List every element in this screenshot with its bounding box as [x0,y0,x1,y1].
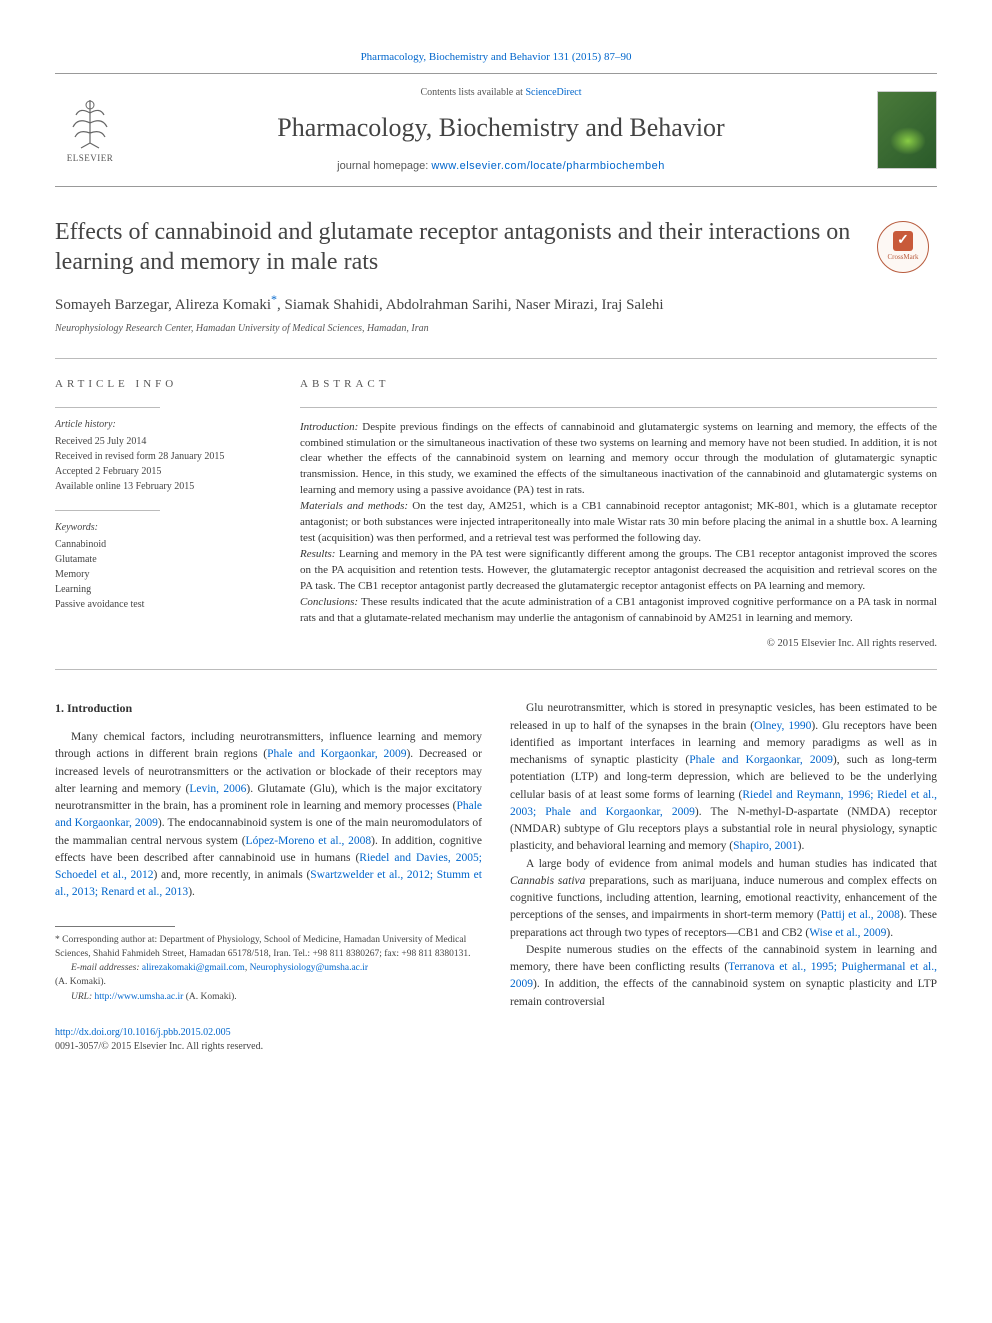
abstract-methods: Materials and methods: On the test day, … [300,499,937,547]
footnote-corresponding: * Corresponding author at: Department of… [55,933,482,962]
body-left-p1: Many chemical factors, including neurotr… [55,729,482,902]
smallcaps-d: D [785,806,793,818]
abstract-intro-label: Introduction: [300,421,358,433]
homepage-url[interactable]: www.elsevier.com/locate/pharmbiochembeh [431,160,665,172]
ref-link[interactable]: Olney, 1990 [754,720,811,732]
elsevier-logo: ELSEVIER [55,95,125,165]
footnote-email: E-mail addresses: alirezakomaki@gmail.co… [55,961,482,975]
authors-line: Somayeh Barzegar, Alireza Komaki*, Siama… [55,291,937,316]
body-text-span: ) and, more recently, in animals ( [154,869,311,881]
section-heading-intro: 1. Introduction [55,700,482,717]
email-link-1[interactable]: alirezakomaki@gmail.com [142,963,245,973]
body-right-p3: Despite numerous studies on the effects … [510,942,937,1011]
footer-doi: http://dx.doi.org/10.1016/j.pbb.2015.02.… [55,1026,482,1040]
ref-link[interactable]: Shapiro, 2001 [733,840,798,852]
elsevier-label: ELSEVIER [67,152,114,165]
footnote-divider [55,926,175,927]
crossmark-label: CrossMark [887,253,918,263]
keyword-2: Memory [55,567,275,582]
header-citation: Pharmacology, Biochemistry and Behavior … [55,50,937,65]
url-link[interactable]: http://www.umsha.ac.ir [95,992,184,1002]
abstract-results-text: Learning and memory in the PA test were … [300,548,937,592]
body-right-p1: Glu neurotransmitter, which is stored in… [510,700,937,855]
crossmark-widget[interactable]: ✓ CrossMark [877,221,937,273]
journal-name: Pharmacology, Biochemistry and Behavior [125,110,877,146]
body-text-span: ). [798,840,805,852]
history-line-3: Available online 13 February 2015 [55,479,275,494]
abstract-intro-text: Despite previous findings on the effects… [300,421,937,497]
species-italic: Cannabis sativa [510,875,585,887]
url-suffix: (A. Komaki). [183,992,236,1002]
keywords-heading: Keywords: [55,521,275,535]
affiliation: Neurophysiology Research Center, Hamadan… [55,322,937,336]
abstract-conclusions-text: These results indicated that the acute a… [300,596,937,624]
footer-copyright: 0091-3057/© 2015 Elsevier Inc. All right… [55,1040,482,1054]
ref-link[interactable]: Pattij et al., 2008 [821,909,900,921]
email-link-2[interactable]: Neurophysiology@umsha.ac.ir [250,963,369,973]
author-names-2: , Siamak Shahidi, Abdolrahman Sarihi, Na… [277,297,664,313]
info-divider-2 [55,510,160,511]
body-right-p2: A large body of evidence from animal mod… [510,856,937,942]
history-heading: Article history: [55,418,275,432]
crossmark-icon: ✓ [893,231,913,251]
author-names-1: Somayeh Barzegar, Alireza Komaki [55,297,271,313]
sciencedirect-link[interactable]: ScienceDirect [525,87,581,98]
contents-prefix: Contents lists available at [420,87,525,98]
body-text-span: A large body of evidence from animal mod… [526,858,937,870]
ref-link[interactable]: Phale and Korgaonkar, 2009 [267,748,406,760]
abstract-label: abstract [300,377,937,392]
elsevier-tree-icon [63,95,118,150]
abstract-intro: Introduction: Despite previous findings … [300,420,937,500]
ref-link[interactable]: López-Moreno et al., 2008 [246,835,372,847]
ref-link[interactable]: Phale and Korgaonkar, 2009 [689,754,833,766]
history-line-0: Received 25 July 2014 [55,434,275,449]
url-label: URL: [71,992,95,1002]
ref-link[interactable]: Levin, 2006 [189,783,246,795]
article-info-label: article info [55,377,275,392]
article-info-column: article info Article history: Received 2… [55,377,300,651]
info-divider-1 [55,407,160,408]
article-title: Effects of cannabinoid and glutamate rec… [55,217,857,277]
keyword-1: Glutamate [55,552,275,567]
masthead: ELSEVIER Contents lists available at Sci… [55,73,937,187]
keyword-4: Passive avoidance test [55,597,275,612]
footnote-url: URL: http://www.umsha.ac.ir (A. Komaki). [55,990,482,1004]
abstract-divider [300,407,937,408]
body-text-span: ). The N-methyl- [695,806,785,818]
email-label: E-mail addresses: [71,963,142,973]
divider-top [55,358,937,359]
ref-link[interactable]: Wise et al., 2009 [809,927,886,939]
body-text-span: ). [886,927,893,939]
abstract-copyright: © 2015 Elsevier Inc. All rights reserved… [300,637,937,652]
citation-link[interactable]: Pharmacology, Biochemistry and Behavior … [361,51,632,63]
homepage-line: journal homepage: www.elsevier.com/locat… [125,159,877,174]
abstract-methods-label: Materials and methods: [300,500,408,512]
keyword-0: Cannabinoid [55,537,275,552]
history-line-1: Received in revised form 28 January 2015 [55,449,275,464]
doi-link[interactable]: http://dx.doi.org/10.1016/j.pbb.2015.02.… [55,1027,231,1038]
history-line-2: Accepted 2 February 2015 [55,464,275,479]
homepage-prefix: journal homepage: [337,160,431,172]
body-text-span: ). In addition, the effects of the canna… [510,978,937,1007]
abstract-conclusions: Conclusions: These results indicated tha… [300,595,937,627]
body-text-span: ). [188,886,195,898]
keyword-3: Learning [55,582,275,597]
contents-line: Contents lists available at ScienceDirec… [125,86,877,100]
abstract-results-label: Results: [300,548,335,560]
abstract-results: Results: Learning and memory in the PA t… [300,547,937,595]
journal-cover-thumbnail [877,91,937,169]
abstract-column: abstract Introduction: Despite previous … [300,377,937,651]
footnote-corr-text: Corresponding author at: Department of P… [55,935,471,959]
body-column-left: 1. Introduction Many chemical factors, i… [55,700,482,1054]
divider-bottom [55,669,937,670]
footnote-email-suffix: (A. Komaki). [55,975,482,989]
abstract-conclusions-label: Conclusions: [300,596,358,608]
body-column-right: Glu neurotransmitter, which is stored in… [510,700,937,1054]
